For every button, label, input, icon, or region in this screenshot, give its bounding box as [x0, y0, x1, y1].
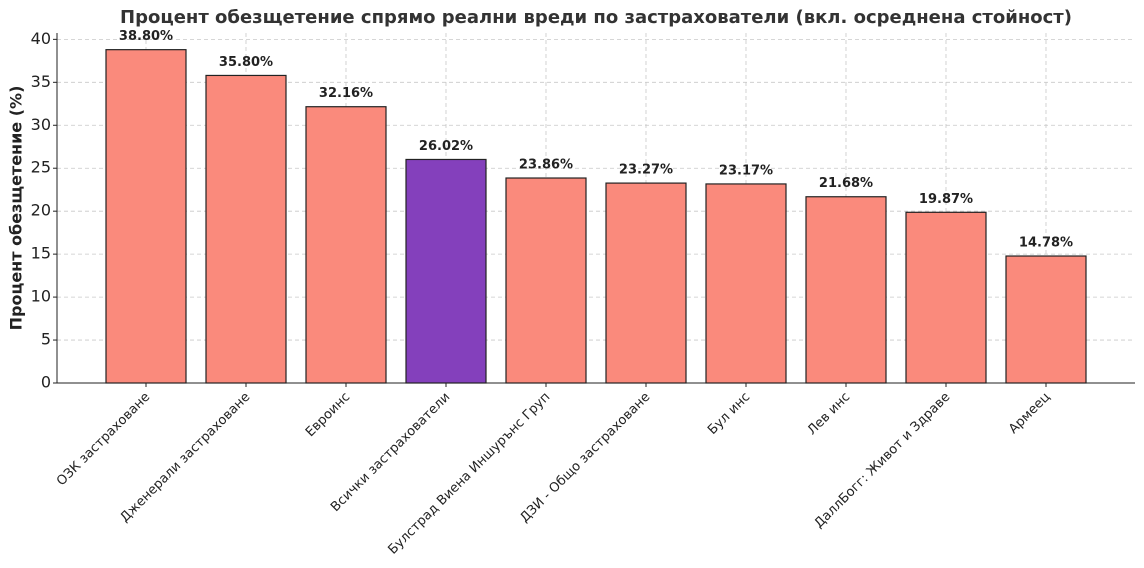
- y-tick-label: 20: [31, 201, 51, 220]
- value-label: 14.78%: [1019, 236, 1073, 251]
- bar: [1005, 255, 1087, 384]
- bar: [105, 49, 187, 384]
- y-tick-label: 0: [41, 373, 51, 392]
- y-tick-label: 35: [31, 72, 51, 91]
- x-tick-label: ОЗК застраховане: [54, 390, 153, 489]
- bar: [505, 177, 587, 384]
- bar: [405, 158, 487, 384]
- y-tick-label: 15: [31, 244, 51, 263]
- x-tick-label: Лев инс: [805, 390, 854, 439]
- x-tick-label: Булстрад Виена Иншурънс Груп: [385, 390, 553, 558]
- x-tick-label: Всички застрахователи: [328, 390, 453, 515]
- bar: [805, 196, 887, 384]
- value-label: 23.27%: [619, 163, 673, 178]
- bar: [205, 74, 287, 384]
- x-tick-label: Евроинс: [303, 390, 353, 440]
- chart-title: Процент обезщетение спрямо реални вреди …: [120, 7, 1072, 28]
- y-tick-label: 25: [31, 158, 51, 177]
- y-tick-label: 5: [41, 330, 51, 349]
- value-label: 26.02%: [419, 139, 473, 154]
- bar: [705, 183, 787, 384]
- y-tick-label: 40: [31, 29, 51, 48]
- value-label: 32.16%: [319, 86, 373, 101]
- value-label: 23.86%: [519, 158, 573, 173]
- value-label: 38.80%: [119, 29, 173, 44]
- bar: [905, 211, 987, 384]
- y-tick-label: 30: [31, 115, 51, 134]
- x-tick-label: Бул инс: [705, 390, 753, 438]
- value-label: 23.17%: [719, 163, 773, 178]
- y-tick-label: 10: [31, 287, 51, 306]
- bar: [605, 182, 687, 384]
- x-tick-label: Армеец: [1006, 390, 1053, 437]
- value-label: 21.68%: [819, 176, 873, 191]
- y-axis-label: Процент обезщетение (%): [7, 86, 26, 331]
- value-label: 19.87%: [919, 192, 973, 207]
- value-label: 35.80%: [219, 55, 273, 70]
- bar: [305, 106, 387, 384]
